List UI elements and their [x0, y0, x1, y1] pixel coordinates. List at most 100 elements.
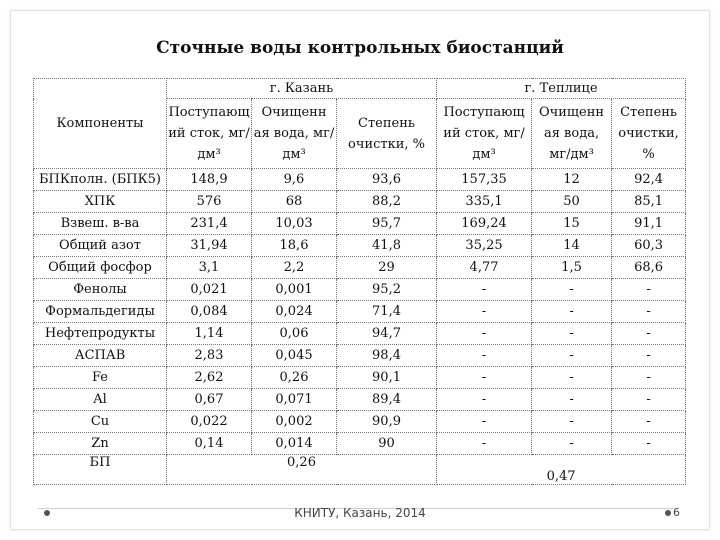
table-cell: 98,4 — [335, 344, 438, 367]
table-cell: 3,1 — [166, 256, 252, 279]
table-cell: 576 — [166, 190, 252, 213]
table-cell: - — [436, 432, 533, 455]
table-cell: 0,021 — [166, 278, 252, 301]
table-cell: 10,03 — [251, 212, 337, 235]
table-cell: 0,084 — [166, 300, 252, 323]
table-cell: 0,26 — [251, 366, 337, 389]
component-name: Общий азот — [33, 234, 167, 257]
component-name: Fe — [33, 366, 167, 389]
table-row: Общий азот 31,94 18,6 41,8 35,25 14 60,3 — [33, 234, 687, 257]
component-name: БП — [33, 454, 167, 485]
table-cell: 0,67 — [166, 388, 252, 411]
table-cell: - — [436, 366, 533, 389]
table-row: Формальдегиды 0,084 0,024 71,4- - - — [33, 300, 687, 323]
table-cell: 85,1 — [611, 190, 687, 213]
table-cell: 94,7 — [335, 322, 438, 345]
table-cell: - — [531, 388, 613, 411]
table-cell: 15 — [531, 212, 613, 235]
footer-dot-left — [44, 510, 50, 516]
table-row: БП 0,26 0,47 — [33, 454, 687, 485]
component-name: ХПК — [33, 190, 167, 213]
page-number: 6 — [673, 506, 680, 519]
component-name: Фенолы — [33, 278, 167, 301]
table-cell: 90 — [335, 432, 438, 455]
table-cell: 95,7 — [335, 212, 438, 235]
table-row: ХПК 576 68 88,2 335,1 50 85,1 — [33, 190, 687, 213]
table-cell: - — [531, 432, 613, 455]
sub-header-inflow-kazan: Поступающ ий сток, мг/дм³ — [166, 98, 252, 169]
table-cell: 0,024 — [251, 300, 337, 323]
table-row: Общий фосфор 3,1 2,2 29 4,77 1,5 68,6 — [33, 256, 687, 279]
table-cell: 89,4 — [335, 388, 438, 411]
slide-frame — [10, 10, 710, 530]
table-cell: 1,5 — [531, 256, 613, 279]
table-cell: 157,35 — [436, 168, 533, 191]
sub-header-degree-kazan: Степень очистки, % — [335, 98, 438, 169]
component-name: БПКполн. (БПК5) — [33, 168, 167, 191]
component-name: Общий фосфор — [33, 256, 167, 279]
table-cell: 68,6 — [611, 256, 687, 279]
table-cell: 2,62 — [166, 366, 252, 389]
table-cell: 95,2 — [335, 278, 438, 301]
table-row: Нефтепродукты 1,14 0,06 94,7- - - — [33, 322, 687, 345]
table-cell: 148,9 — [166, 168, 252, 191]
table-cell: - — [531, 344, 613, 367]
table-cell: 4,77 — [436, 256, 533, 279]
table-cell: 2,83 — [166, 344, 252, 367]
table-cell: 18,6 — [251, 234, 337, 257]
table-cell: 50 — [531, 190, 613, 213]
table-cell: - — [611, 432, 687, 455]
table-cell: 9,6 — [251, 168, 337, 191]
table-cell: - — [611, 278, 687, 301]
table-cell: - — [531, 366, 613, 389]
table-row: БПКполн. (БПК5) 148,9 9,6 93,6 157,35 12 92,4 — [33, 168, 687, 191]
table-row: АСПАВ 2,83 0,045 98,4- - - — [33, 344, 687, 367]
table-cell: 12 — [531, 168, 613, 191]
table-cell: 0,014 — [251, 432, 337, 455]
table-cell: - — [436, 322, 533, 345]
bp-teplice-value: 0,47 — [436, 454, 687, 485]
table-cell: 0,001 — [251, 278, 337, 301]
table-cell: 91,1 — [611, 212, 687, 235]
table-cell: - — [436, 300, 533, 323]
table-cell: - — [611, 344, 687, 367]
table-cell: 93,6 — [335, 168, 438, 191]
table-cell: - — [436, 278, 533, 301]
table-cell: - — [436, 410, 533, 433]
table-cell: - — [611, 410, 687, 433]
slide-title: Сточные воды контрольных биостанций — [156, 38, 564, 58]
table-cell: 0,14 — [166, 432, 252, 455]
data-table: Компоненты г. Казань г. Теплице Поступаю… — [33, 78, 687, 485]
component-name: АСПАВ — [33, 344, 167, 367]
table-cell: - — [436, 344, 533, 367]
table-cell: 14 — [531, 234, 613, 257]
table-cell: - — [611, 300, 687, 323]
city-teplice-header: г. Теплице — [436, 78, 687, 99]
table-row: Фенолы 0,021 0,001 95,2- - - — [33, 278, 687, 301]
table-cell: - — [611, 388, 687, 411]
table-cell: 31,94 — [166, 234, 252, 257]
components-header: Компоненты — [33, 78, 167, 169]
table-cell: 335,1 — [436, 190, 533, 213]
table-cell: - — [531, 322, 613, 345]
table-cell: 0,045 — [251, 344, 337, 367]
sub-header-treated-kazan: Очищенн ая вода, мг/дм³ — [251, 98, 337, 169]
table-cell: 0,071 — [251, 388, 337, 411]
sub-header-degree-teplice: Степень очистки, % — [611, 98, 687, 169]
sub-header-treated-teplice: Очищенн ая вода, мг/дм³ — [531, 98, 613, 169]
table-cell: - — [611, 366, 687, 389]
table-cell: 68 — [251, 190, 337, 213]
component-name: Формальдегиды — [33, 300, 167, 323]
component-name: Zn — [33, 432, 167, 455]
table-cell: - — [531, 278, 613, 301]
footer-divider — [38, 508, 678, 509]
table-cell: 29 — [335, 256, 438, 279]
table-cell: 0,06 — [251, 322, 337, 345]
table-cell: 41,8 — [335, 234, 438, 257]
footer-dot-right — [665, 510, 671, 516]
table-cell: 71,4 — [335, 300, 438, 323]
footer-text: КНИТУ, Казань, 2014 — [294, 506, 426, 520]
table-cell: 2,2 — [251, 256, 337, 279]
table-cell: - — [611, 322, 687, 345]
sub-header-inflow-teplice: Поступающ ий сток, мг/дм³ — [436, 98, 533, 169]
